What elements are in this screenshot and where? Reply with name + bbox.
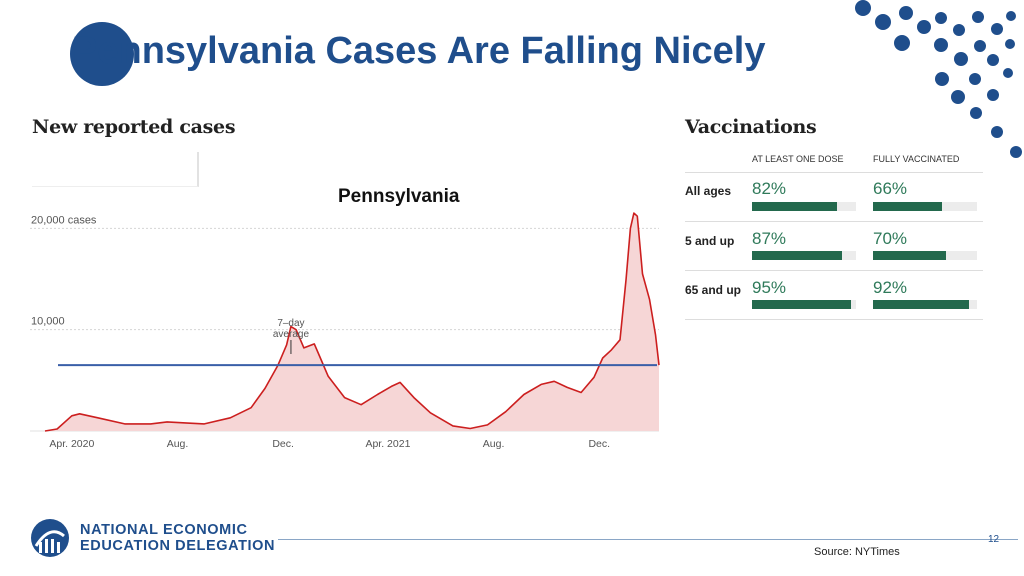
cases-chart-title: New reported cases — [32, 116, 236, 138]
x-tick-label: Dec. — [272, 438, 294, 450]
x-tick-label: Dec. — [588, 438, 610, 450]
annotation-label-line2: average — [273, 329, 310, 340]
bar-fill-one-dose-all-ages — [752, 202, 838, 211]
y-tick-label: 10,000 — [31, 316, 65, 328]
organization-name-line1: NATIONAL ECONOMIC — [80, 522, 248, 538]
x-tick-label: Aug. — [483, 438, 505, 450]
row-label-all-ages: All ages — [685, 184, 732, 198]
row-divider — [685, 319, 983, 320]
x-tick-label: Aug. — [167, 438, 189, 450]
x-tick-label: Apr. 2021 — [365, 438, 410, 450]
row-label-65-and-up: 65 and up — [685, 283, 742, 297]
cases-line — [44, 212, 660, 432]
pct-fully-all-ages: 66% — [873, 179, 908, 198]
bar-track-one-dose-65-and-up — [752, 300, 856, 309]
source-note: Source: NYTimes — [814, 546, 900, 558]
row-label-5-and-up: 5 and up — [685, 234, 735, 248]
row-divider — [685, 172, 983, 173]
row-divider — [685, 221, 983, 222]
bar-track-fully-5-and-up — [873, 251, 977, 260]
x-tick-label: Apr. 2020 — [49, 438, 94, 450]
cases-area — [45, 213, 659, 431]
chart-placeholder-box — [32, 152, 199, 187]
pct-one-dose-all-ages: 82% — [752, 179, 787, 198]
bar-track-fully-65-and-up — [873, 300, 977, 309]
title-accent-circle — [70, 22, 134, 86]
bar-fill-one-dose-5-and-up — [752, 251, 843, 260]
bar-track-one-dose-5-and-up — [752, 251, 856, 260]
column-header-fully-vaccinated: FULLY VACCINATED — [873, 154, 960, 164]
bar-fill-fully-5-and-up — [873, 251, 946, 260]
vaccinations-panel: Vaccinations AT LEAST ONE DOSE FULLY VAC… — [685, 116, 985, 320]
organization-logo-icon — [31, 519, 69, 557]
vaccinations-title: Vaccinations — [685, 116, 817, 138]
footer-divider — [278, 539, 1018, 540]
pct-fully-65-and-up: 92% — [873, 278, 908, 297]
organization-name: NATIONAL ECONOMIC EDUCATION DELEGATION — [80, 522, 275, 554]
pct-one-dose-5-and-up: 87% — [752, 229, 787, 248]
slide-title: Pennsylvania Cases Are Falling Nicely — [72, 30, 766, 72]
pct-fully-5-and-up: 70% — [873, 229, 908, 248]
column-header-one-dose: AT LEAST ONE DOSE — [752, 154, 844, 164]
page-number: 12 — [988, 534, 1000, 545]
bar-fill-fully-65-and-up — [873, 300, 969, 309]
annotation-label-line1: 7–day — [277, 318, 304, 329]
bar-track-one-dose-all-ages — [752, 202, 856, 211]
organization-name-line2: EDUCATION DELEGATION — [80, 538, 276, 554]
bar-track-fully-all-ages — [873, 202, 977, 211]
pct-one-dose-65-and-up: 95% — [752, 278, 787, 297]
y-tick-label: 20,000 cases — [31, 214, 97, 226]
row-divider — [685, 270, 983, 271]
decorative-dot-pattern — [855, 0, 1022, 158]
bar-fill-fully-all-ages — [873, 202, 942, 211]
chart-subtitle: Pennsylvania — [338, 186, 460, 207]
bar-fill-one-dose-65-and-up — [752, 300, 851, 309]
